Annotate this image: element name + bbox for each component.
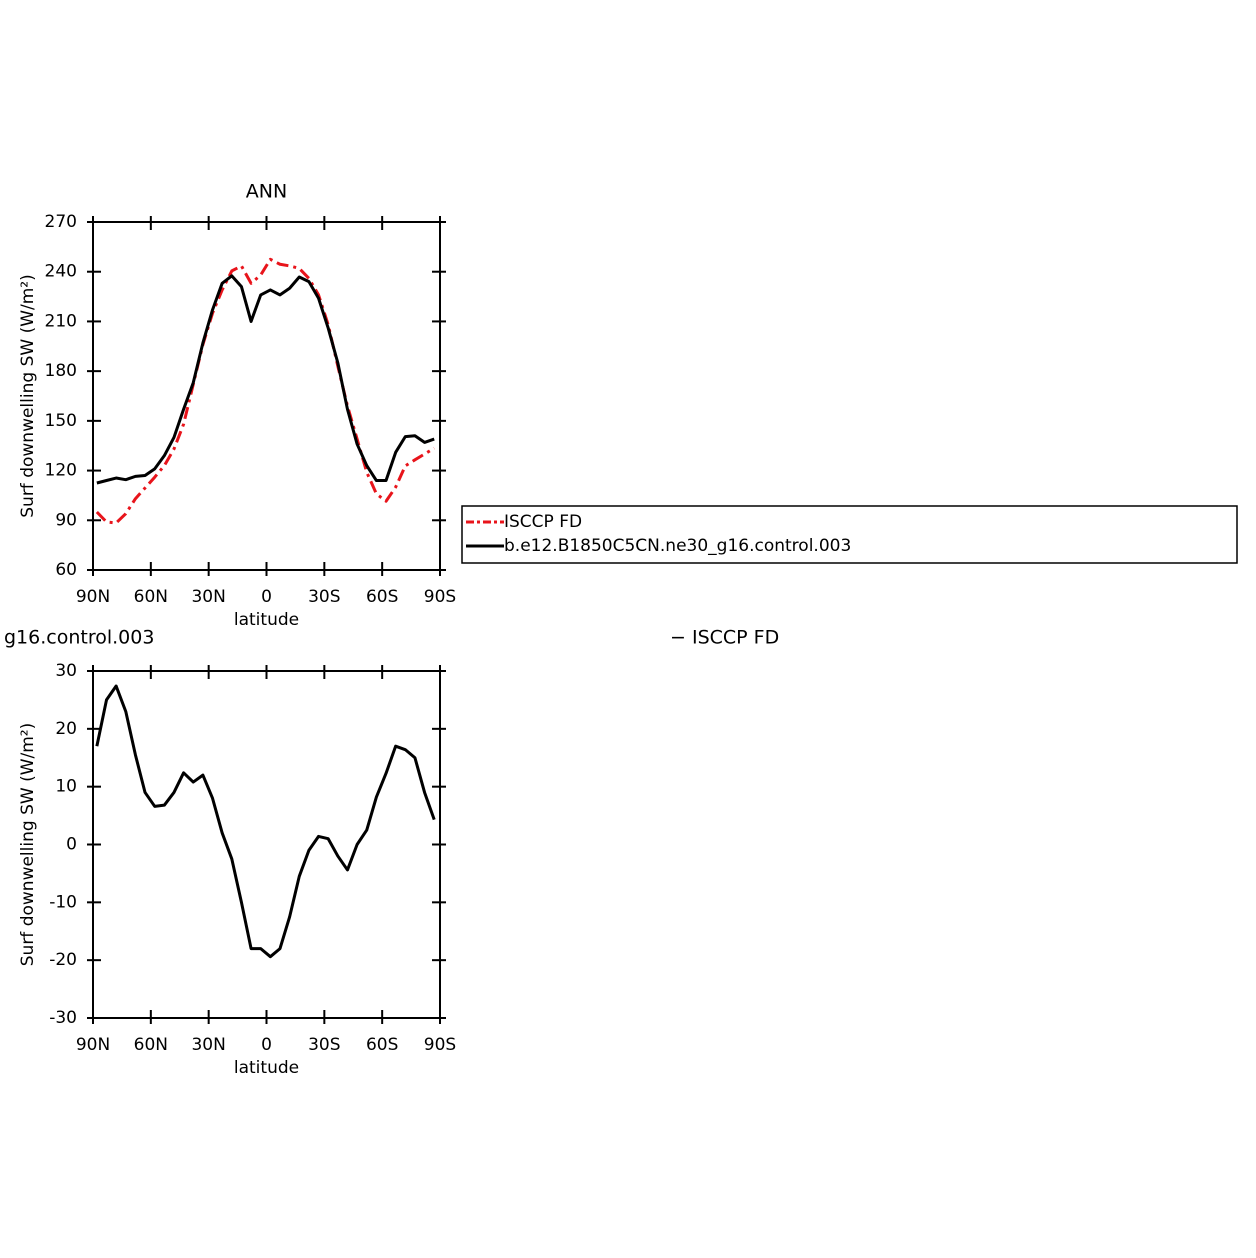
chart-title-left: g16.control.003 bbox=[4, 627, 154, 649]
y-tick-label: 270 bbox=[45, 212, 77, 232]
y-tick-label: -30 bbox=[49, 1008, 77, 1028]
x-tick-label: 60S bbox=[366, 587, 398, 607]
legend-label: ISCCP FD bbox=[504, 512, 582, 532]
y-tick-label: 60 bbox=[55, 560, 77, 580]
y-tick-label: 0 bbox=[66, 835, 77, 855]
y-tick-label: 240 bbox=[45, 262, 77, 282]
x-axis-label: latitude bbox=[234, 1058, 299, 1078]
y-tick-label: 210 bbox=[45, 311, 77, 331]
x-tick-label: 90S bbox=[424, 1035, 456, 1055]
x-tick-label: 60N bbox=[134, 587, 168, 607]
data-line bbox=[95, 257, 435, 525]
legend-box bbox=[461, 505, 1238, 564]
y-tick-label: -10 bbox=[49, 892, 77, 912]
chart-title: ANN bbox=[246, 181, 287, 203]
plot-frame bbox=[92, 221, 441, 571]
x-tick-label: 60S bbox=[366, 1035, 398, 1055]
x-axis-label: latitude bbox=[234, 610, 299, 630]
y-tick-label: -20 bbox=[49, 950, 77, 970]
x-tick-label: 30N bbox=[191, 1035, 225, 1055]
y-tick-label: 150 bbox=[45, 411, 77, 431]
data-line bbox=[96, 274, 435, 485]
y-tick-label: 20 bbox=[55, 719, 77, 739]
x-tick-label: 60N bbox=[134, 1035, 168, 1055]
data-line bbox=[95, 684, 436, 959]
x-tick-label: 30S bbox=[308, 1035, 340, 1055]
x-tick-label: 30N bbox=[191, 587, 225, 607]
y-tick-label: 120 bbox=[45, 461, 77, 481]
x-tick-label: 30S bbox=[308, 587, 340, 607]
plot-frame bbox=[92, 670, 441, 1019]
y-axis-label: Surf downwelling SW (W/m²) bbox=[18, 723, 38, 967]
y-tick-label: 180 bbox=[45, 361, 77, 381]
x-tick-label: 90S bbox=[424, 587, 456, 607]
x-tick-label: 90N bbox=[76, 1035, 110, 1055]
y-tick-label: 90 bbox=[55, 510, 77, 530]
y-tick-label: 30 bbox=[55, 661, 77, 681]
y-tick-label: 10 bbox=[55, 777, 77, 797]
legend-label: b.e12.B1850C5CN.ne30_g16.control.003 bbox=[504, 536, 851, 556]
chart-title-right: − ISCCP FD bbox=[670, 627, 779, 649]
y-axis-label: Surf downwelling SW (W/m²) bbox=[18, 274, 38, 518]
x-tick-label: 0 bbox=[261, 1035, 272, 1055]
x-tick-label: 0 bbox=[261, 587, 272, 607]
x-tick-label: 90N bbox=[76, 587, 110, 607]
